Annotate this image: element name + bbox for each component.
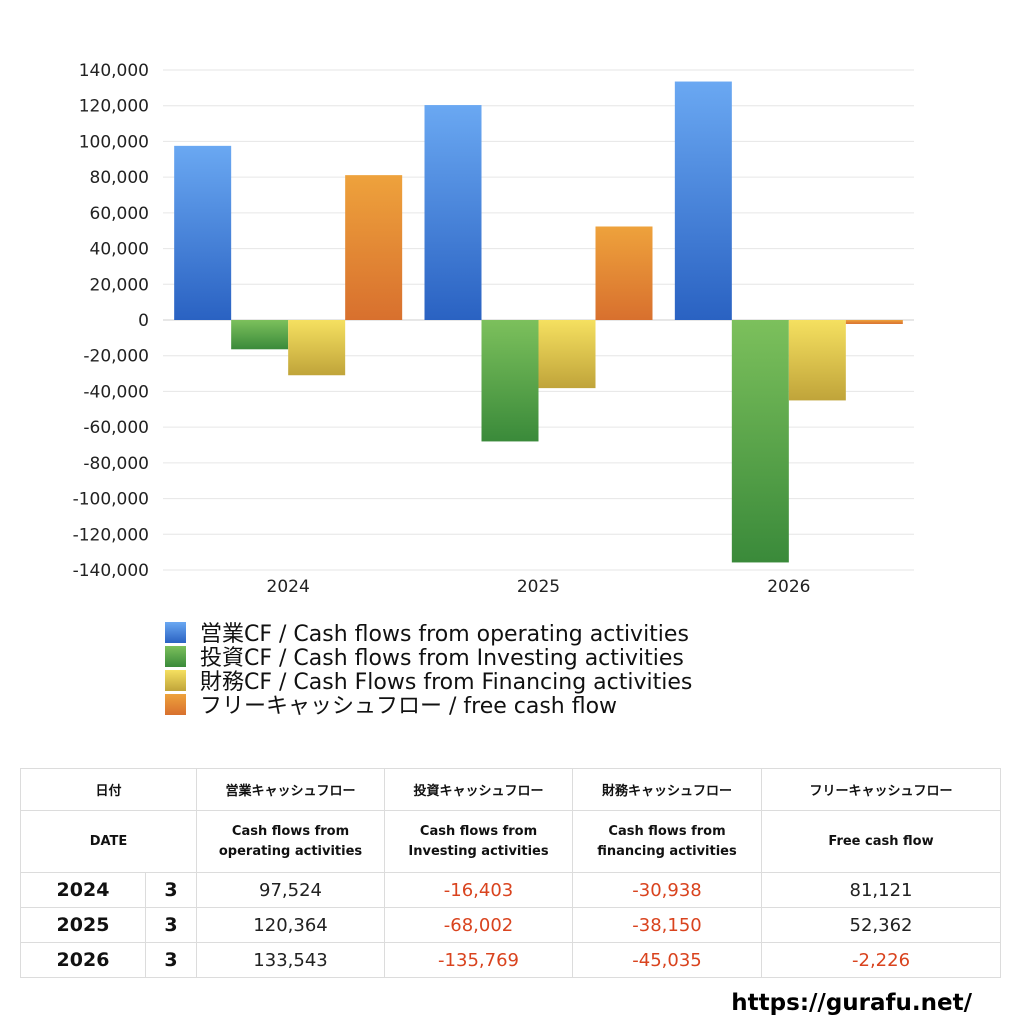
cell-financing: -38,150 [572,907,763,943]
subheader-investing-line2: Investing activities [408,843,549,859]
bar-operating-2024 [174,145,232,320]
cell-operating: 133,543 [196,942,386,978]
row-year: 2025 [20,907,146,943]
table-row: 2025 3 120,364 -68,002 -38,150 52,362 [20,907,1002,943]
row-month: 3 [144,872,198,908]
subheader-financing-line2: financing activities [597,843,737,859]
bar-operating-2025 [424,105,482,320]
table-row: 2024 3 97,524 -16,403 -30,938 81,121 [20,872,1002,908]
subheader-operating: Cash flows from operating activities [196,810,386,873]
legend-swatch-financing [165,669,186,691]
cell-free: 81,121 [761,872,1002,908]
x-category-label: 2025 [517,577,560,597]
cell-investing: -68,002 [384,907,574,943]
y-tick-label: 100,000 [79,132,149,152]
legend-swatch-free [165,693,186,715]
bar-free-2024 [345,175,403,320]
y-tick-label: 60,000 [90,204,149,224]
cell-financing: -30,938 [572,872,763,908]
table-subheader-row: DATE Cash flows from operating activities… [19,810,1002,873]
legend-item-financing: 財務CF / Cash Flows from Financing activit… [165,668,692,695]
y-tick-label: -80,000 [83,454,149,474]
legend-label-operating: 営業CF / Cash flows from operating activit… [200,622,689,647]
cash-flow-table: 日付 営業キャッシュフロー 投資キャッシュフロー 財務キャッシュフロー フリーキ… [19,768,1002,978]
subheader-date: DATE [19,810,198,873]
x-axis-category-labels: 2024 2025 2026 [267,577,811,597]
site-url: https://gurafu.net/ [731,990,972,1016]
header-investing: 投資キャッシュフロー [384,768,574,811]
row-month: 3 [144,942,198,978]
y-axis-tick-labels: 140,000 120,000 100,000 80,000 60,000 40,000 2… [73,61,149,581]
legend-label-financing: 財務CF / Cash Flows from Financing activit… [200,670,693,695]
y-tick-label: -100,000 [73,490,149,510]
y-tick-label: -40,000 [83,382,149,402]
bar-investing-2026 [731,320,789,563]
legend-item-operating: 営業CF / Cash flows from operating activit… [165,620,692,647]
x-category-label: 2026 [767,577,810,597]
legend-item-investing: 投資CF / Cash flows from Investing activit… [165,644,692,671]
subheader-financing: Cash flows from financing activities [572,810,763,873]
legend-swatch-investing [165,645,186,667]
bar-financing-2024 [288,320,346,376]
header-free: フリーキャッシュフロー [761,768,1002,811]
header-financing: 財務キャッシュフロー [572,768,763,811]
y-tick-label: 120,000 [79,97,149,117]
bar-operating-2026 [674,81,732,320]
x-category-label: 2024 [267,577,310,597]
table-row: 2026 3 133,543 -135,769 -45,035 -2,226 [20,942,1002,978]
subheader-operating-line1: Cash flows from [231,823,350,839]
y-tick-label: 80,000 [90,168,149,188]
y-tick-label: 140,000 [79,61,149,81]
table-header-row: 日付 営業キャッシュフロー 投資キャッシュフロー 財務キャッシュフロー フリーキ… [19,768,1002,811]
bar-investing-2024 [231,320,289,350]
cell-investing: -135,769 [384,942,574,978]
bar-investing-2025 [481,320,539,442]
cash-flow-bar-chart: 140,000 120,000 100,000 80,000 60,000 40,000 2… [73,61,914,597]
cell-free: -2,226 [761,942,1002,978]
header-operating: 営業キャッシュフロー [196,768,386,811]
subheader-investing-line1: Cash flows from [419,823,538,839]
y-tick-label: -60,000 [83,418,149,438]
subheader-financing-line1: Cash flows from [608,823,726,839]
header-date: 日付 [19,768,198,811]
row-year: 2026 [20,942,146,978]
cell-investing: -16,403 [384,872,574,908]
row-month: 3 [144,907,198,943]
y-tick-label: 20,000 [90,275,149,295]
bar-financing-2025 [538,320,596,389]
y-tick-label: -20,000 [83,347,149,367]
bar-free-2025 [595,226,653,320]
cell-operating: 120,364 [196,907,386,943]
y-tick-label: -140,000 [73,561,149,581]
bars [174,81,903,563]
legend-label-free: フリーキャッシュフロー / free cash flow [200,694,618,719]
y-tick-label: 0 [138,311,149,331]
legend-swatch-operating [165,621,186,643]
legend-item-free: フリーキャッシュフロー / free cash flow [165,692,692,719]
cell-operating: 97,524 [196,872,386,908]
bar-free-2026 [845,320,903,324]
cell-free: 52,362 [761,907,1002,943]
bar-financing-2026 [788,320,846,401]
row-year: 2024 [20,872,146,908]
legend-label-investing: 投資CF / Cash flows from Investing activit… [200,646,684,671]
cell-financing: -45,035 [572,942,763,978]
subheader-investing: Cash flows from Investing activities [384,810,574,873]
chart-legend: 営業CF / Cash flows from operating activit… [165,620,692,719]
y-tick-label: 40,000 [90,240,149,260]
subheader-operating-line2: operating activities [218,843,363,859]
subheader-free: Free cash flow [761,810,1002,873]
y-tick-label: -120,000 [73,525,149,545]
